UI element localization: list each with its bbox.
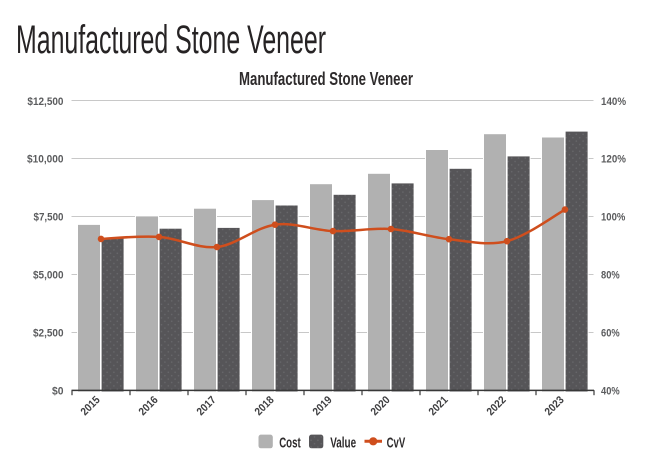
svg-text:$0: $0 — [52, 385, 64, 397]
svg-text:100%: 100% — [601, 212, 625, 224]
svg-text:$2,500: $2,500 — [33, 327, 64, 339]
svg-text:Cost: Cost — [279, 435, 301, 452]
svg-text:Manufactured Stone Veneer: Manufactured Stone Veneer — [239, 69, 413, 89]
svg-text:60%: 60% — [601, 327, 620, 339]
svg-text:$7,500: $7,500 — [34, 212, 64, 224]
svg-text:Value: Value — [330, 435, 356, 452]
svg-text:40%: 40% — [601, 385, 620, 397]
svg-text:140%: 140% — [601, 96, 626, 108]
svg-text:80%: 80% — [601, 270, 620, 282]
svg-text:$5,000: $5,000 — [33, 270, 64, 282]
svg-text:CvV: CvV — [387, 435, 406, 452]
svg-text:$10,000: $10,000 — [27, 154, 64, 166]
svg-text:120%: 120% — [601, 154, 626, 166]
svg-text:$12,500: $12,500 — [27, 96, 63, 108]
svg-text:Manufactured Stone Veneer: Manufactured Stone Veneer — [16, 18, 326, 62]
